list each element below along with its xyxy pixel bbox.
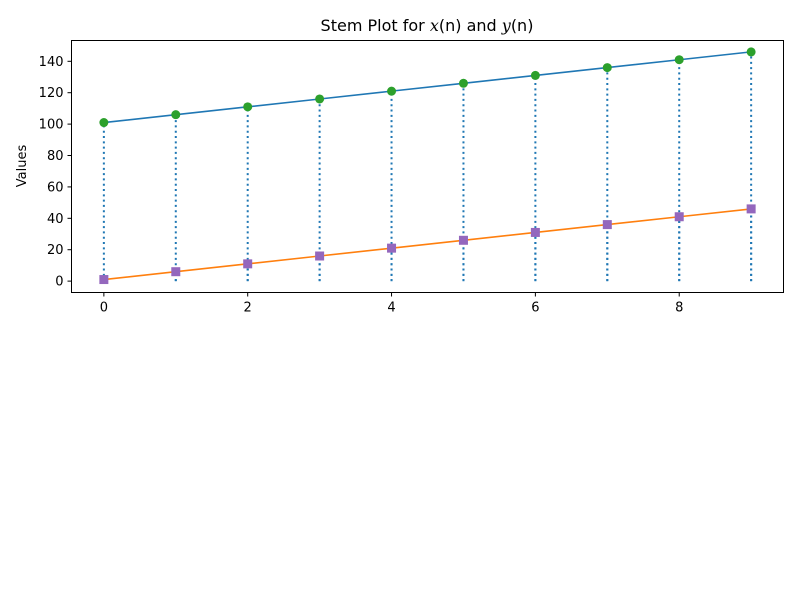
x-tick-label-2: 2 xyxy=(244,301,252,316)
y-tick-label-140: 140 xyxy=(39,55,64,70)
series-line-0 xyxy=(103,51,752,124)
data-point-s1-2 xyxy=(243,259,253,269)
title-arg-y: (n) xyxy=(511,16,534,35)
data-point-s1-1 xyxy=(171,267,181,277)
data-point-s1-8 xyxy=(674,212,684,222)
y-axis: 0 20 40 60 80 100 120 140 xyxy=(39,55,72,290)
data-point-s1-6 xyxy=(530,227,540,237)
x-tick-label-6: 6 xyxy=(531,301,539,316)
data-point-s0-2 xyxy=(243,102,253,112)
data-point-s1-5 xyxy=(458,235,468,245)
data-point-s0-1 xyxy=(171,110,181,120)
data-point-s0-6 xyxy=(530,70,540,80)
data-point-s1-3 xyxy=(315,251,325,261)
y-tick-label-120: 120 xyxy=(39,86,64,101)
y-tick-label-100: 100 xyxy=(39,118,64,133)
y-tick-label-40: 40 xyxy=(47,212,64,227)
y-axis-title: Values xyxy=(15,145,30,188)
title-var-y: y xyxy=(501,16,512,35)
data-point-s0-0 xyxy=(99,118,109,128)
y-tick-label-80: 80 xyxy=(47,149,64,164)
title-prefix: Stem Plot for xyxy=(321,16,430,35)
chart-title: Stem Plot for x(n) and y(n) xyxy=(321,16,534,35)
data-point-s0-8 xyxy=(674,55,684,65)
x-tick-label-8: 8 xyxy=(675,301,683,316)
x-tick-label-4: 4 xyxy=(387,301,395,316)
lines-layer xyxy=(103,51,752,281)
plot-frame xyxy=(71,40,784,293)
title-mid: and xyxy=(461,16,501,35)
y-tick-label-20: 20 xyxy=(47,243,64,258)
x-tick-label-0: 0 xyxy=(100,301,108,316)
series-line-1 xyxy=(103,208,752,281)
markers-layer xyxy=(99,47,756,285)
title-arg-x: (n) xyxy=(439,16,462,35)
y-tick-label-0: 0 xyxy=(55,275,63,290)
data-point-s0-9 xyxy=(746,47,756,57)
data-point-s0-5 xyxy=(458,78,468,88)
data-point-s1-4 xyxy=(387,243,397,253)
data-point-s0-7 xyxy=(602,63,612,73)
data-point-s0-3 xyxy=(315,94,325,104)
y-tick-label-60: 60 xyxy=(47,180,64,195)
stems-layer xyxy=(102,51,753,282)
data-point-s1-9 xyxy=(746,204,756,214)
data-point-s0-4 xyxy=(387,86,397,96)
title-var-x: x xyxy=(430,16,439,35)
data-point-s1-7 xyxy=(602,220,612,230)
x-axis: 0 2 4 6 8 xyxy=(100,292,683,316)
data-point-s1-0 xyxy=(99,275,109,285)
